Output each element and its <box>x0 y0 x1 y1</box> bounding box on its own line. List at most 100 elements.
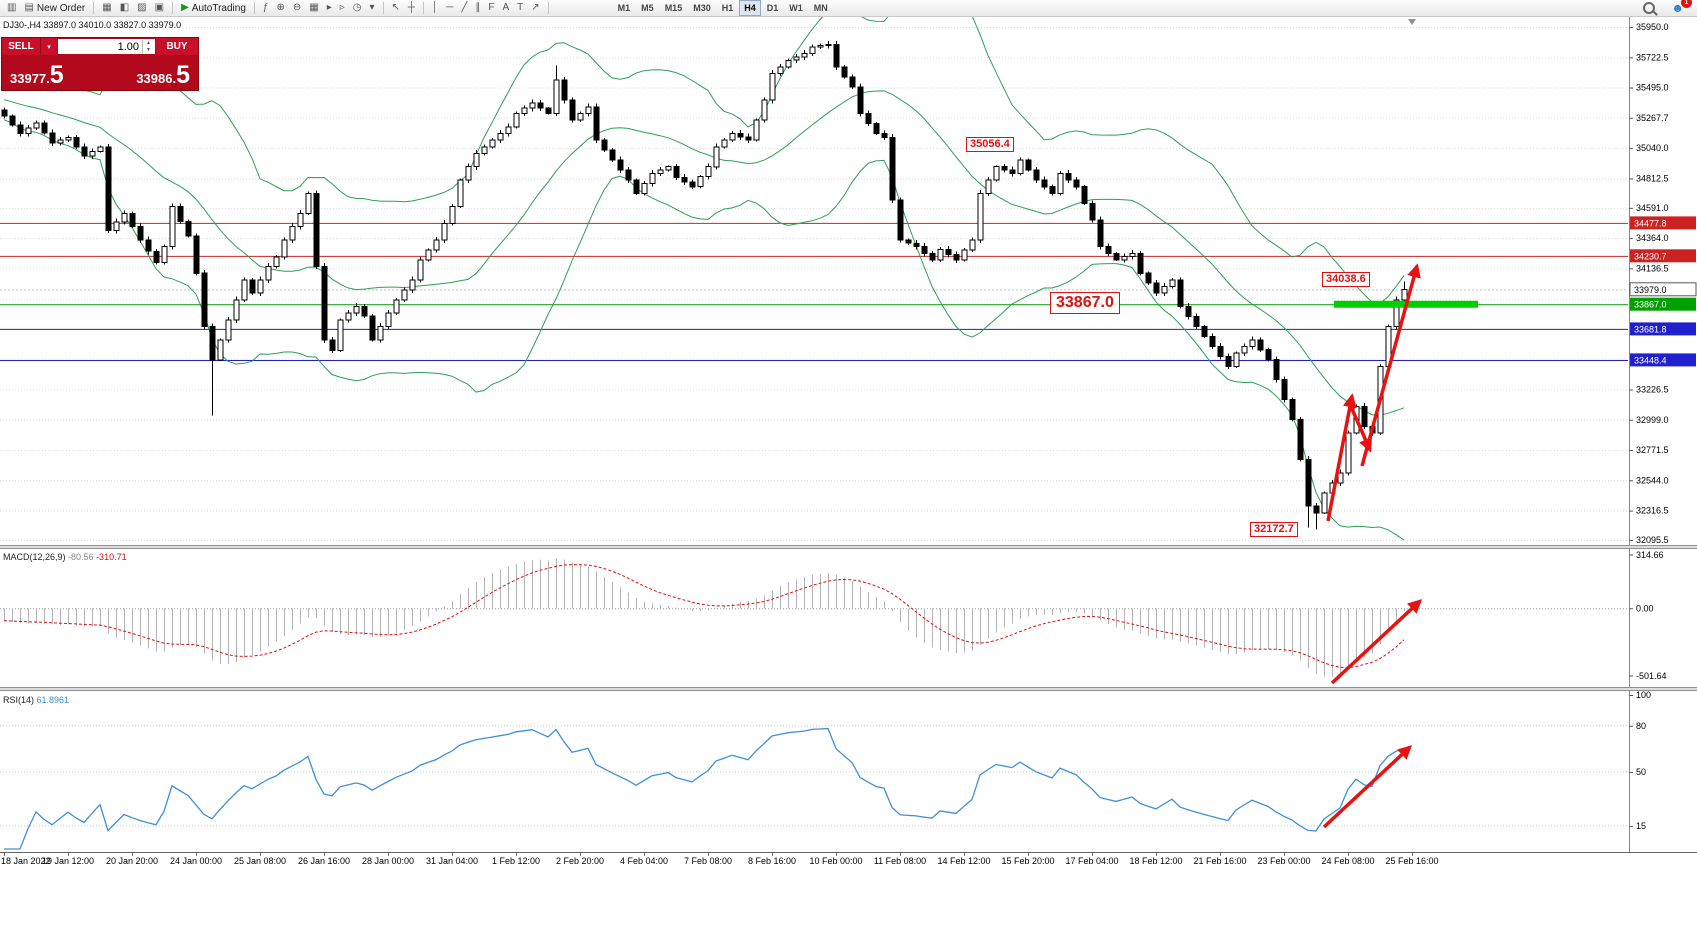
candle-body <box>1033 169 1040 181</box>
trend-arrow[interactable] <box>1360 263 1421 467</box>
timeframe-m15[interactable]: M15 <box>664 3 683 13</box>
timeframe-m5[interactable]: M5 <box>641 3 654 13</box>
price-annotation[interactable]: 32172.7 <box>1250 522 1298 537</box>
candle-body <box>721 139 728 148</box>
spinner-up-icon[interactable]: ▲ <box>146 39 151 46</box>
volume-input[interactable]: 1.00 ▲ ▼ <box>58 39 155 54</box>
sell-button[interactable]: SELL <box>2 38 40 55</box>
autotrading-button[interactable]: ▶ AutoTrading <box>177 1 250 16</box>
trend-arrow[interactable] <box>1330 599 1423 685</box>
auto-scroll-button[interactable]: ▸ <box>323 1 336 16</box>
tile-windows-button[interactable]: ▦ <box>305 1 322 16</box>
candle-body <box>57 139 64 144</box>
price-tick-label: 35722.5 <box>1636 52 1669 62</box>
fibonacci-button[interactable]: F <box>484 1 498 16</box>
candle-body <box>329 339 336 351</box>
sell-price[interactable]: 33977. 5 <box>2 55 98 90</box>
candle-body <box>417 259 424 281</box>
indicators-button[interactable]: ƒ <box>259 1 273 16</box>
chart-shift-marker[interactable] <box>1408 19 1416 25</box>
price-annotation[interactable]: 34038.6 <box>1322 272 1370 287</box>
main-chart-pane[interactable] <box>0 0 1628 541</box>
candle-body <box>1305 459 1312 507</box>
market-watch-button[interactable]: ▦ <box>98 1 115 16</box>
spinner-down-icon[interactable]: ▼ <box>146 46 151 53</box>
one-click-trading-panel: SELL ▾ 1.00 ▲ ▼ BUY 33977. 5 33986. 5 <box>2 38 198 90</box>
timeframe-mn[interactable]: MN <box>813 3 828 13</box>
vertical-line-button[interactable]: │ <box>428 1 442 16</box>
candle-body <box>385 312 392 327</box>
candle-body <box>137 226 144 241</box>
candle-body <box>1129 252 1136 258</box>
cursor-button[interactable]: ↖ <box>388 1 404 16</box>
chart-area[interactable]: 35950.0 35722.5 35495.0 35267.7 35040.0 34812… <box>0 0 1697 872</box>
pane-divider-rsi[interactable] <box>0 688 1697 690</box>
price-annotation[interactable]: 33867.0 <box>1050 292 1120 314</box>
timeframe-h4[interactable]: H4 <box>739 0 761 16</box>
toolbar-right: ☻ 1 <box>1643 0 1694 14</box>
candle-body <box>121 212 128 223</box>
timeframe-h1[interactable]: H1 <box>721 3 734 13</box>
new-order-button[interactable]: ▤ New Order <box>20 1 89 16</box>
arrows-button[interactable]: ↗ <box>527 1 543 16</box>
candle-body <box>65 137 72 141</box>
timeframe-w1[interactable]: W1 <box>789 3 803 13</box>
buy-button[interactable]: BUY <box>156 38 198 55</box>
candle-body <box>1297 419 1304 461</box>
candle-body <box>1345 432 1352 474</box>
volume-dropdown[interactable]: ▾ <box>40 38 57 55</box>
timeframe-m1[interactable]: M1 <box>617 3 631 13</box>
navigator-button[interactable]: ▨ <box>133 1 150 16</box>
chart-shift-button[interactable]: ▹ <box>336 1 349 16</box>
price-annotation[interactable]: 35056.4 <box>966 137 1014 152</box>
macd-pane[interactable] <box>0 558 1628 677</box>
candle-body <box>529 102 536 109</box>
tile-windows-icon: ▦ <box>309 2 319 13</box>
candle-body <box>393 299 400 314</box>
price-level-label <box>1630 353 1696 367</box>
timeframe-d1[interactable]: D1 <box>766 3 779 13</box>
candle-body <box>313 192 320 268</box>
candle-body <box>889 137 896 201</box>
candle-body <box>521 107 528 114</box>
buy-price[interactable]: 33986. 5 <box>98 55 198 90</box>
trend-arrow[interactable] <box>1326 393 1357 522</box>
new-chart-button[interactable]: ▥ <box>3 1 20 16</box>
candle-body <box>849 76 856 88</box>
timeframe-m30[interactable]: M30 <box>693 3 711 13</box>
terminal-button[interactable]: ▣ <box>151 1 168 16</box>
notifications-icon[interactable]: ☻ 1 <box>1671 0 1692 14</box>
templates-button[interactable]: ▾ <box>365 1 378 16</box>
candle-body <box>1337 472 1344 484</box>
price-tick-label: 32095.5 <box>1636 535 1669 545</box>
pane-divider-macd[interactable] <box>0 546 1697 548</box>
text-button[interactable]: A <box>498 1 513 16</box>
period-button[interactable]: ◷ <box>349 1 366 16</box>
candle-body <box>1225 355 1232 367</box>
crosshair-button[interactable]: ┼ <box>404 1 419 16</box>
trend-arrow[interactable] <box>1347 401 1372 453</box>
volume-spinner[interactable]: ▲ ▼ <box>142 39 154 54</box>
trendline-button[interactable]: ╱ <box>457 1 471 16</box>
candle-body <box>961 249 968 261</box>
rsi-pane[interactable] <box>0 725 1628 850</box>
trend-arrow[interactable] <box>1322 745 1413 829</box>
time-tick-label: 2 Feb 20:00 <box>556 856 604 866</box>
toolbar: ▥ ▤ New Order ▦ ◧ ▨ ▣ ▶ AutoTrading ƒ ⊕ ⊖ ▦ ▸ ▹ ◷ ▾ ↖ ┼ │ ─ ╱… <box>0 0 1697 17</box>
search-icon[interactable] <box>1643 2 1656 14</box>
toolbar-separator <box>172 2 174 14</box>
data-window-button[interactable]: ◧ <box>116 1 133 16</box>
label-button[interactable]: T <box>513 1 527 16</box>
zoom-out-button[interactable]: ⊖ <box>289 1 305 16</box>
zoom-in-button[interactable]: ⊕ <box>272 1 288 16</box>
trend-arrows[interactable] <box>1322 263 1423 829</box>
horizontal-line-button[interactable]: ─ <box>442 1 457 16</box>
candle-body <box>465 166 472 181</box>
price-axis[interactable]: 35950.0 35722.5 35495.0 35267.7 35040.0 34812… <box>1629 17 1697 852</box>
price-level-label-text: 33448.4 <box>1634 355 1667 365</box>
channel-button[interactable]: ∥ <box>471 1 484 16</box>
candle-body <box>1241 345 1248 354</box>
candle-body <box>1201 326 1208 337</box>
toolbar-separator <box>547 2 549 14</box>
